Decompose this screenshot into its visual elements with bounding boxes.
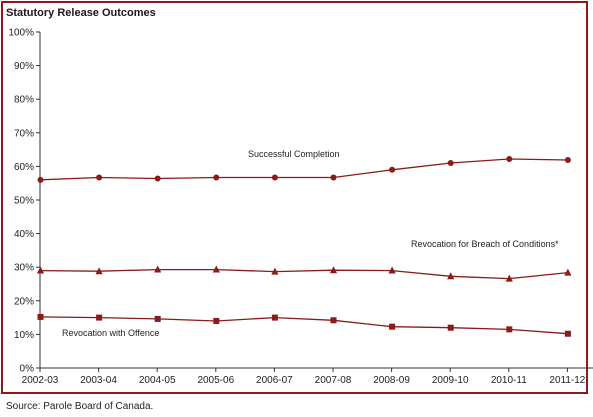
x-tick-label: 2009-10 <box>432 375 469 386</box>
x-tick-label: 2004-05 <box>139 375 176 386</box>
series-label: Successful Completion <box>248 149 340 159</box>
x-tick-label: 2008-09 <box>373 375 410 386</box>
x-tick-label: 2005-06 <box>197 375 234 386</box>
data-point <box>564 330 571 337</box>
y-tick-label: 40% <box>14 229 34 240</box>
y-tick-label: 20% <box>14 296 34 307</box>
series-markers <box>36 156 572 337</box>
data-point <box>271 267 279 275</box>
y-tick-label: 10% <box>14 330 34 341</box>
y-tick-label: 0% <box>20 364 35 375</box>
data-point <box>564 268 572 276</box>
x-tick-label: 2007-08 <box>315 375 352 386</box>
data-point <box>271 174 278 181</box>
data-point <box>388 266 396 274</box>
x-tick-label: 2003-04 <box>80 375 117 386</box>
data-point <box>95 267 103 275</box>
data-point <box>36 266 45 274</box>
series-line <box>40 268 568 280</box>
x-tick-label: 2006-07 <box>256 375 293 386</box>
y-tick-label: 90% <box>14 61 34 72</box>
y-tick-label: 80% <box>14 95 34 106</box>
chart-axes: 0% 10% 20% 30% 40% 50% 60% 70% 80% 90% 100% 2002-03… <box>8 28 593 386</box>
data-point <box>330 174 337 181</box>
data-point <box>96 174 103 181</box>
series-line <box>40 158 568 181</box>
data-point <box>271 314 278 321</box>
data-point <box>505 274 513 282</box>
data-point <box>389 323 396 330</box>
y-tick-label: 60% <box>14 162 34 173</box>
data-point <box>447 160 454 167</box>
data-point <box>330 317 337 324</box>
x-tick-label: 2002-03 <box>22 375 59 386</box>
y-tick-label: 70% <box>14 128 34 139</box>
series-label: Revocation with Offence <box>62 328 159 338</box>
data-point <box>154 175 161 182</box>
data-point <box>154 315 161 322</box>
data-point <box>447 272 455 280</box>
y-tick-label: 100% <box>8 28 34 39</box>
data-point <box>212 265 220 273</box>
y-tick-label: 50% <box>14 196 34 207</box>
x-tick-label: 2010-11 <box>491 375 527 386</box>
data-point <box>37 176 44 183</box>
data-point <box>37 313 44 320</box>
series-line <box>40 316 568 335</box>
data-point <box>506 156 513 163</box>
data-point <box>389 166 396 173</box>
data-point <box>329 266 338 274</box>
series-lines <box>40 158 568 335</box>
data-point <box>564 157 571 164</box>
data-point <box>447 324 454 331</box>
data-point <box>506 326 513 333</box>
series-labels: Successful Completion Revocation for Brea… <box>62 149 559 338</box>
y-tick-label: 30% <box>14 263 34 274</box>
data-point <box>96 314 103 321</box>
series-label: Revocation for Breach of Conditions* <box>411 239 559 249</box>
data-point <box>154 265 162 273</box>
source-note: Source: Parole Board of Canada. <box>6 401 154 412</box>
data-point <box>213 317 220 324</box>
x-tick-label: 2011-12 <box>549 375 585 386</box>
chart-title: Statutory Release Outcomes <box>6 7 156 19</box>
data-point <box>213 174 220 181</box>
